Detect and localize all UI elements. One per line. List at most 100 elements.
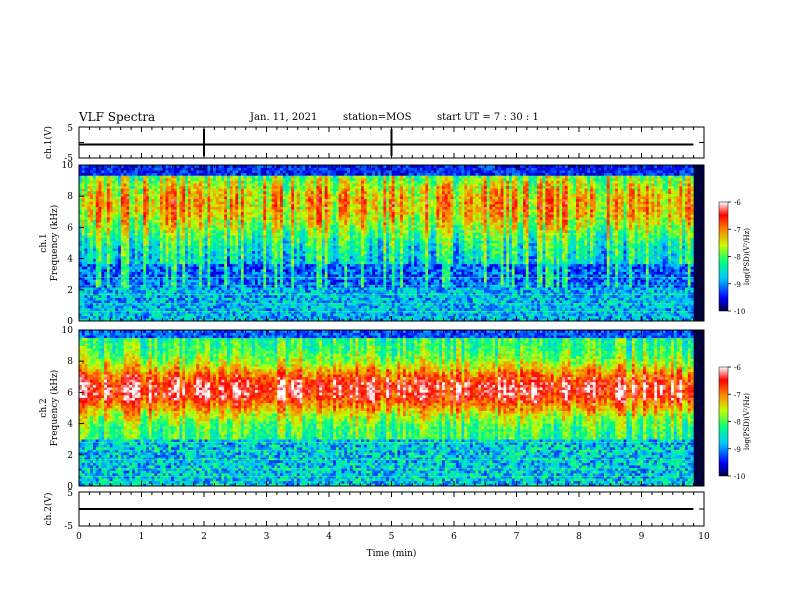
spectrogram-cell (152, 300, 155, 303)
spectrogram-cell (121, 246, 124, 249)
spectrogram-cell (168, 279, 171, 282)
spectrogram-cell (213, 279, 216, 282)
spectrogram-cell (297, 292, 300, 295)
spectrogram-cell (283, 178, 286, 181)
spectrogram-cell (166, 287, 169, 290)
spectrogram-cell (93, 292, 96, 295)
spectrogram-cell (93, 243, 96, 246)
spectrogram-cell (244, 272, 247, 275)
spectrogram-cell (93, 181, 96, 184)
spectrogram-cell (99, 168, 102, 171)
spectrogram-cell (249, 256, 252, 259)
spectrogram-cell (168, 253, 171, 256)
spectrogram-cell (177, 298, 180, 301)
spectrogram-cell (263, 235, 266, 238)
spectrogram-cell (124, 238, 127, 241)
spectrogram-cell (126, 259, 129, 262)
spectrogram-cell (104, 168, 107, 171)
spectrogram-cell (280, 274, 283, 277)
spectrogram-cell (90, 305, 93, 308)
spectrogram-cell (101, 222, 104, 225)
spectrogram-cell (199, 274, 202, 277)
spectrogram-cell (286, 313, 289, 316)
spectrogram-cell (101, 235, 104, 238)
spectrogram-cell (82, 253, 85, 256)
spectrogram-cell (87, 220, 90, 223)
spectrogram-cell (104, 170, 107, 173)
spectrogram-cell (160, 253, 163, 256)
spectrogram-cell (194, 238, 197, 241)
spectrogram-cell (138, 295, 141, 298)
spectrogram-cell (152, 220, 155, 223)
spectrogram-cell (85, 274, 88, 277)
spectrogram-cell (300, 287, 303, 290)
spectrogram-cell (241, 209, 244, 212)
spectrogram-cell (171, 196, 174, 199)
spectrogram-cell (99, 248, 102, 251)
spectrogram-cell (166, 235, 169, 238)
spectrogram-cell (110, 290, 113, 293)
spectrogram-cell (252, 282, 255, 285)
spectrogram-cell (230, 266, 233, 269)
spectrogram-cell (261, 248, 264, 251)
spectrogram-cell (140, 295, 143, 298)
spectrogram-cell (171, 175, 174, 178)
spectrogram-cell (247, 300, 250, 303)
spectrogram-cell (255, 168, 258, 171)
spectrogram-cell (255, 243, 258, 246)
spectrogram-cell (269, 199, 272, 202)
spectrogram-cell (235, 217, 238, 220)
spectrogram-cell (163, 212, 166, 215)
spectrogram-cell (202, 251, 205, 254)
spectrogram-cell (132, 243, 135, 246)
spectrogram-cell (96, 173, 99, 176)
spectrogram-cell (202, 292, 205, 295)
spectrogram-cell (188, 194, 191, 197)
spectrogram-cell (272, 274, 275, 277)
spectrogram-cell (213, 256, 216, 259)
spectrogram-cell (177, 290, 180, 293)
spectrogram-cell (180, 201, 183, 204)
spectrogram-cell (135, 264, 138, 267)
spectrogram-cell (274, 305, 277, 308)
spectrogram-cell (291, 220, 294, 223)
spectrogram-cell (174, 279, 177, 282)
spectrogram-cell (129, 220, 132, 223)
spectrogram-cell (258, 188, 261, 191)
spectrogram-cell (99, 186, 102, 189)
spectrogram-cell (152, 261, 155, 264)
spectrogram-cell (247, 233, 250, 236)
spectrogram-cell (107, 264, 110, 267)
spectrogram-cell (168, 243, 171, 246)
spectrogram-cell (168, 295, 171, 298)
spectrogram-cell (93, 238, 96, 241)
spectrogram-cell (258, 266, 261, 269)
spectrogram-cell (202, 240, 205, 243)
spectrogram-cell (280, 240, 283, 243)
spectrogram-cell (213, 308, 216, 311)
spectrogram-cell (269, 225, 272, 228)
spectrogram-cell (129, 266, 132, 269)
spectrogram-cell (126, 300, 129, 303)
spectrogram-cell (143, 233, 146, 236)
spectrogram-cell (263, 259, 266, 262)
spectrogram-cell (297, 225, 300, 228)
spectrogram-cell (177, 274, 180, 277)
spectrogram-cell (182, 292, 185, 295)
spectrogram-cell (269, 196, 272, 199)
spectrogram-cell (288, 173, 291, 176)
spectrogram-cell (207, 274, 210, 277)
spectrogram-cell (266, 188, 269, 191)
spectrogram-cell (244, 292, 247, 295)
spectrogram-cell (182, 201, 185, 204)
spectrogram-cell (174, 207, 177, 210)
spectrogram-cell (188, 214, 191, 217)
spectrogram-cell (87, 170, 90, 173)
spectrogram-cell (213, 199, 216, 202)
spectrogram-cell (126, 175, 129, 178)
spectrogram-cell (118, 225, 121, 228)
spectrogram-cell (166, 183, 169, 186)
spectrogram-cell (244, 313, 247, 316)
spectrogram-cell (235, 186, 238, 189)
spectrogram-cell (207, 264, 210, 267)
